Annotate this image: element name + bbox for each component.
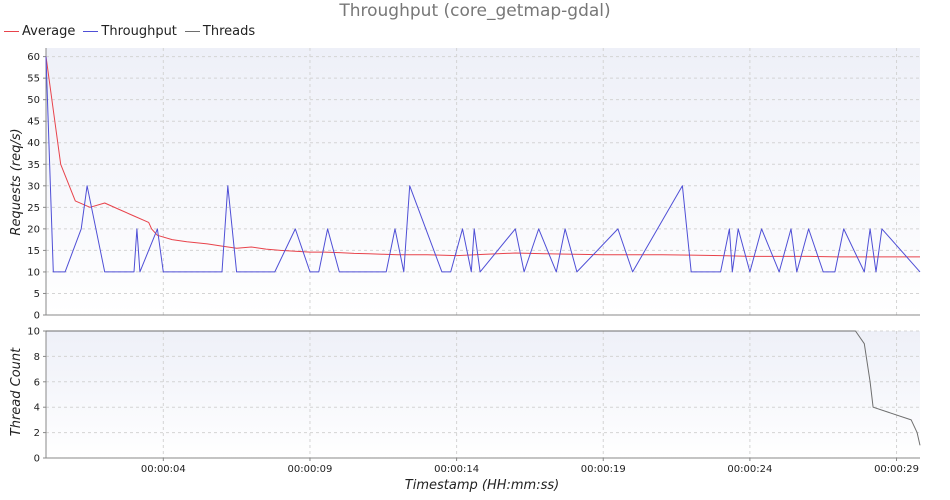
- legend-swatch-throughput: [83, 30, 99, 32]
- y-tick-label: 2: [34, 428, 40, 439]
- x-tick-label: 00:00:24: [727, 464, 772, 475]
- x-axis-title: Timestamp (HH:mm:ss): [405, 478, 559, 493]
- y-tick-label: 30: [27, 181, 40, 192]
- y-tick-label: 35: [27, 160, 40, 171]
- series-line-threads: [46, 330, 921, 446]
- y-axis-title-requests: Requests (req/s): [9, 128, 24, 235]
- legend-label-threads: Threads: [202, 23, 256, 39]
- throughput-plot: 0 5 10 15 20 25 30 35 40 45 50 55 60: [27, 48, 921, 322]
- y-tick-label: 4: [34, 403, 40, 414]
- y-tick-label: 50: [27, 95, 40, 106]
- y-tick-label: 5: [34, 289, 40, 300]
- x-tick-label: 00:00:09: [287, 464, 332, 475]
- x-tick-label: 00:00:29: [874, 464, 919, 475]
- y-tick-label: 10: [27, 327, 40, 338]
- series-line-throughput: [45, 56, 921, 273]
- y-tick-label: 15: [27, 246, 40, 257]
- legend-label-throughput: Throughput: [101, 23, 177, 39]
- x-tick-label: 00:00:14: [434, 464, 479, 475]
- y-tick-label: 6: [34, 377, 40, 388]
- y-tick-label: 8: [34, 352, 40, 363]
- x-tick-label: 00:00:19: [581, 464, 626, 475]
- y-tick-label: 0: [34, 311, 40, 322]
- y-tick-label: 25: [27, 203, 40, 214]
- legend-swatch-average: [4, 30, 19, 32]
- y-tick-label: 0: [34, 454, 40, 465]
- threads-plot: 0 2 4 6 8 10 00:00:04 00:00:09 00:00:14 00:00:19 0…: [27, 327, 921, 475]
- legend-item-threads: Threads: [184, 23, 256, 39]
- y-tick-label: 10: [27, 267, 40, 278]
- series-line-average: [45, 56, 920, 258]
- legend-swatch-threads: [184, 30, 200, 32]
- chart-title: Throughput (core_getmap-gdal): [339, 1, 611, 21]
- chart-legend: Average Throughput Threads: [4, 22, 263, 40]
- y-axis-title-thread-count: Thread Count: [9, 347, 24, 436]
- legend-item-average: Average: [4, 24, 75, 39]
- y-tick-label: 60: [27, 52, 40, 63]
- x-tick-label: 00:00:04: [141, 464, 186, 475]
- plot-background: [46, 48, 920, 315]
- y-tick-label: 40: [27, 138, 40, 149]
- y-tick-label: 45: [27, 117, 40, 128]
- plot-background: [46, 331, 920, 458]
- y-tick-label: 20: [27, 224, 40, 235]
- legend-label-average: Average: [22, 23, 76, 39]
- legend-item-throughput: Throughput: [83, 24, 177, 39]
- y-tick-label: 55: [27, 74, 40, 85]
